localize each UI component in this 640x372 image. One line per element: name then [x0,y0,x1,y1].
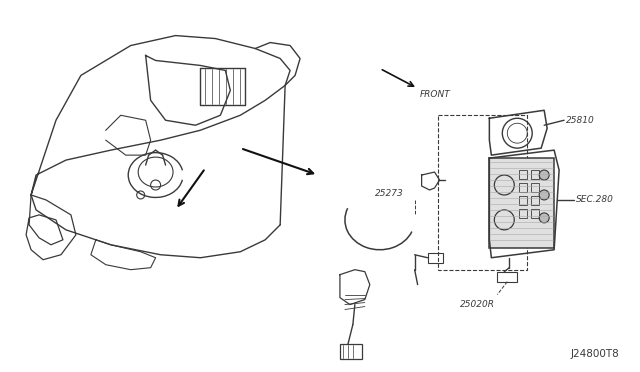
Text: SEC.280: SEC.280 [576,195,614,205]
Text: 25020R: 25020R [460,299,495,309]
Bar [438,115,527,270]
Bar [519,196,527,205]
Bar [490,158,554,248]
Bar [531,183,539,192]
Text: 25810: 25810 [566,116,595,125]
Bar [531,170,539,179]
Bar [340,344,362,359]
Circle shape [539,190,549,200]
Text: 25273: 25273 [376,189,404,198]
Bar [428,253,442,263]
Bar [497,272,517,282]
Text: FRONT: FRONT [420,90,451,99]
Bar [531,209,539,218]
Bar [531,196,539,205]
Bar [519,183,527,192]
Circle shape [539,170,549,180]
Circle shape [539,213,549,223]
Text: J24800T8: J24800T8 [570,349,619,359]
Bar [519,170,527,179]
Bar [519,209,527,218]
